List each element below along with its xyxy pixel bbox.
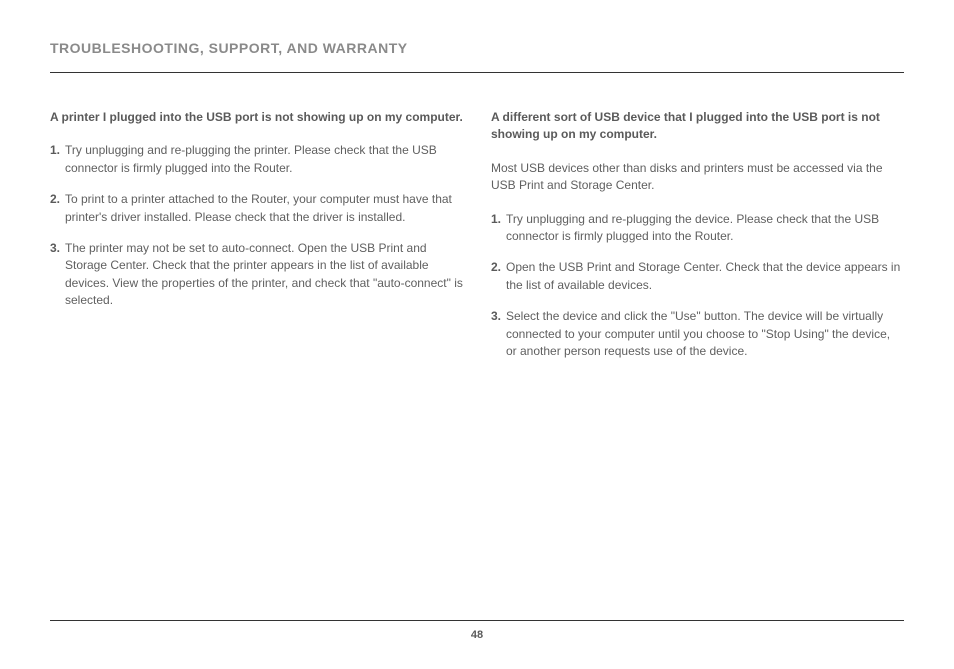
right-question: A different sort of USB device that I pl… <box>491 109 904 144</box>
page-footer: 48 <box>50 620 904 641</box>
step-number: 3. <box>50 240 60 257</box>
step-number: 2. <box>50 191 60 208</box>
footer-rule <box>50 620 904 621</box>
left-question: A printer I plugged into the USB port is… <box>50 109 463 126</box>
left-column: A printer I plugged into the USB port is… <box>50 109 463 374</box>
list-item: 3. Select the device and click the "Use" … <box>491 308 904 360</box>
step-number: 1. <box>50 142 60 159</box>
page-content: TROUBLESHOOTING, SUPPORT, AND WARRANTY A… <box>0 0 954 374</box>
step-text: Try unplugging and re-plugging the devic… <box>506 212 879 243</box>
step-number: 1. <box>491 211 501 228</box>
right-intro: Most USB devices other than disks and pr… <box>491 160 904 195</box>
step-text: Select the device and click the "Use" bu… <box>506 309 890 358</box>
list-item: 1. Try unplugging and re-plugging the pri… <box>50 142 463 177</box>
right-column: A different sort of USB device that I pl… <box>491 109 904 374</box>
list-item: 1. Try unplugging and re-plugging the dev… <box>491 211 904 246</box>
header-rule <box>50 72 904 73</box>
step-text: The printer may not be set to auto-conne… <box>65 241 463 307</box>
step-text: Open the USB Print and Storage Center. C… <box>506 260 900 291</box>
page-number: 48 <box>50 629 904 641</box>
two-column-layout: A printer I plugged into the USB port is… <box>50 109 904 374</box>
left-steps-list: 1. Try unplugging and re-plugging the pri… <box>50 142 463 309</box>
section-header: TROUBLESHOOTING, SUPPORT, AND WARRANTY <box>50 40 904 56</box>
right-steps-list: 1. Try unplugging and re-plugging the dev… <box>491 211 904 361</box>
step-number: 3. <box>491 308 501 325</box>
step-number: 2. <box>491 259 501 276</box>
list-item: 2. To print to a printer attached to the … <box>50 191 463 226</box>
step-text: Try unplugging and re-plugging the print… <box>65 143 437 174</box>
step-text: To print to a printer attached to the Ro… <box>65 192 452 223</box>
list-item: 3. The printer may not be set to auto-con… <box>50 240 463 310</box>
list-item: 2. Open the USB Print and Storage Center.… <box>491 259 904 294</box>
